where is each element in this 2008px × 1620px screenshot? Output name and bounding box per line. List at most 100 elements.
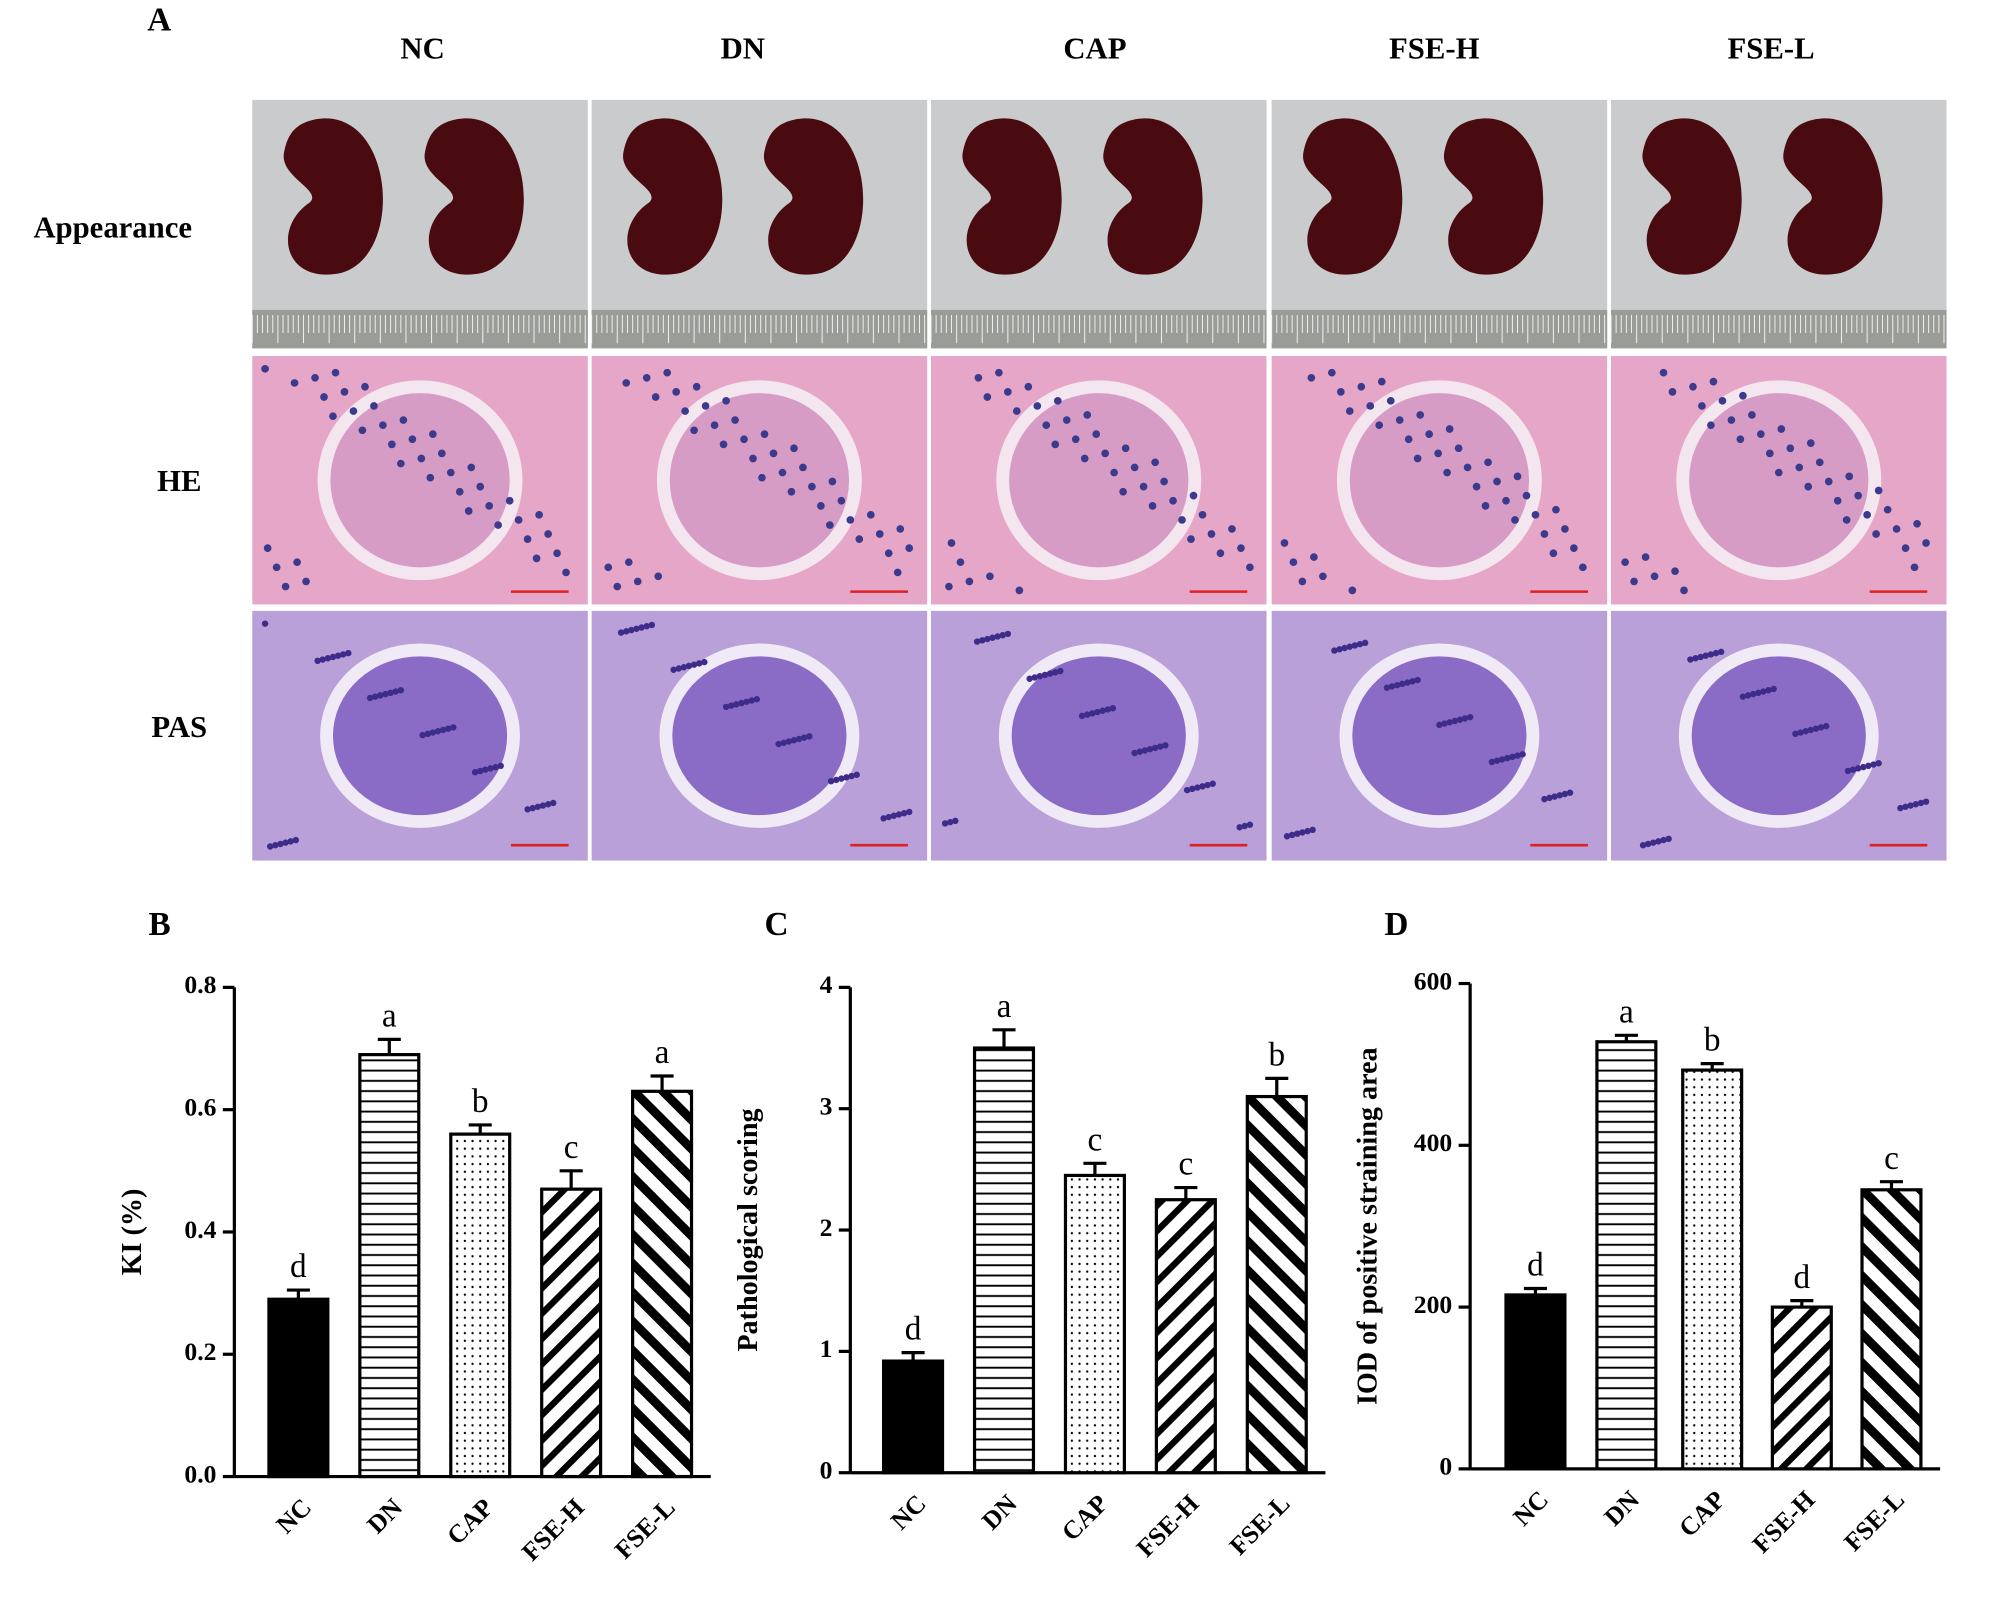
y-tick-label: 0 [1439,1452,1452,1481]
significance-letter: a [655,1034,670,1071]
nucleus [1119,487,1127,496]
nucleus [905,544,914,552]
nucleus [392,688,399,695]
y-tick-label: 0.4 [184,1215,216,1244]
nucleus [1057,667,1064,675]
nucleus [331,368,340,377]
nucleus [1493,477,1501,486]
nucleus [272,563,281,572]
y-tick-label: 3 [820,1092,833,1121]
nucleus [1718,397,1727,405]
nucleus [1504,754,1511,762]
nucleus [952,817,959,825]
nucleus [1356,640,1364,648]
glomerulus [1349,393,1530,568]
nucleus [790,737,798,744]
nucleus [1845,472,1854,481]
nucleus [995,368,1003,377]
nucleus [1712,649,1720,657]
significance-letter: b [1268,1037,1285,1074]
nucleus [900,810,908,817]
nucleus [1621,558,1629,567]
nucleus [1136,748,1143,755]
nucleus [261,620,269,627]
nucleus [1375,421,1384,430]
bar [1063,1173,1126,1475]
nucleus [1709,377,1718,386]
nucleus [1509,753,1516,761]
y-tick-label: 0.2 [184,1337,216,1366]
column-label: FSE-H [1389,31,1480,65]
nucleus [1707,651,1715,658]
nucleus [838,775,845,782]
nucleus [749,454,757,463]
y-axis-label: KI (%) [117,1189,148,1276]
nucleus [1795,463,1804,472]
nucleus [884,549,893,558]
nucleus [833,776,840,784]
nucleus [1416,411,1425,419]
significance-letter: d [290,1248,307,1285]
nucleus [1345,407,1354,415]
nucleus [464,507,473,515]
y-tick-label: 600 [1414,966,1452,995]
nucleus [361,382,369,391]
nucleus [426,473,435,482]
nucleus [1331,647,1338,654]
nucleus [740,435,748,444]
bar [1504,1293,1567,1471]
nucleus [1736,435,1745,444]
nucleus [261,364,269,373]
nucleus [424,730,431,738]
nucleus [1498,756,1506,763]
nucleus [690,426,698,435]
nucleus [1187,535,1195,543]
nucleus [1665,835,1672,843]
nucleus [1817,724,1825,731]
nucleus [1707,421,1715,430]
x-tick-label: CAP [1673,1485,1731,1543]
nucleus [1404,679,1411,686]
nucleus [787,487,796,496]
nucleus [769,449,778,458]
nucleus [956,558,965,567]
nucleus [947,539,956,547]
nucleus [1755,689,1762,697]
significance-letter: a [382,997,397,1034]
nucleus [843,774,850,781]
nucleus [866,510,875,519]
nucleus [979,637,986,644]
nucleus [984,635,991,643]
nucleus [476,482,485,491]
nucleus [722,703,730,711]
nucleus [1189,491,1198,500]
nucleus [1552,505,1560,514]
nucleus [1912,801,1919,808]
nucleus [1228,525,1236,533]
nucleus [1199,783,1206,790]
nucleus [272,842,279,849]
significance-letter: b [472,1083,489,1120]
kidney [623,118,723,275]
nucleus [1198,510,1207,519]
nucleus [1461,715,1469,722]
nucleus [523,535,532,543]
nucleus [314,657,321,665]
nucleus [1765,449,1774,458]
nucleus [1425,430,1434,438]
nucleus [633,577,642,586]
nucleus [743,698,750,705]
nucleus [1902,803,1909,810]
nucleus [1327,368,1336,377]
y-tick-label: 200 [1414,1290,1452,1319]
nucleus [1777,425,1786,433]
nucleus [377,692,384,699]
nucleus [1812,725,1820,732]
nucleus [945,582,953,591]
glomerulus [1011,656,1186,816]
panel-label: B [149,906,171,943]
bar [1595,1040,1658,1471]
nucleus [1451,717,1458,725]
nucleus [837,496,846,505]
nucleus [1304,827,1311,835]
